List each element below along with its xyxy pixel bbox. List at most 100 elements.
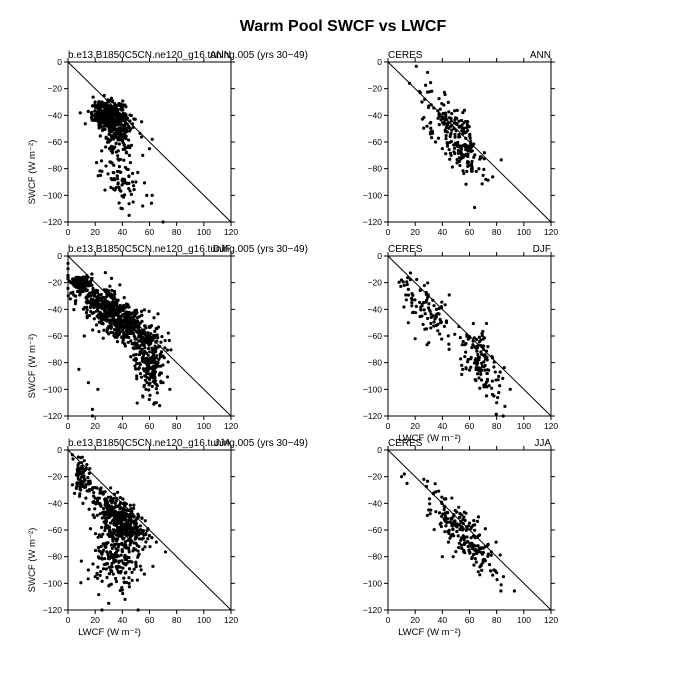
- scatter-point: [460, 546, 464, 550]
- scatter-point: [453, 135, 457, 139]
- scatter-point: [453, 118, 457, 122]
- scatter-point: [86, 568, 90, 572]
- scatter-point: [95, 289, 100, 293]
- scatter-point: [455, 523, 459, 528]
- scatter-point: [110, 161, 114, 165]
- scatter-point: [155, 354, 159, 358]
- scatter-point: [74, 486, 78, 491]
- scatter-point: [115, 496, 119, 501]
- scatter-point: [147, 388, 151, 392]
- scatter-point: [78, 280, 82, 284]
- x-tick-label: 60: [145, 227, 155, 237]
- scatter-point: [152, 316, 156, 320]
- scatter-point: [436, 116, 440, 120]
- scatter-point: [122, 528, 127, 532]
- x-tick-label: 80: [492, 421, 502, 431]
- scatter-point: [429, 136, 434, 140]
- scatter-point: [90, 290, 94, 295]
- scatter-point: [121, 132, 126, 136]
- scatter-point: [89, 297, 93, 301]
- y-tick-label: −40: [368, 498, 383, 508]
- scatter-point: [477, 376, 481, 380]
- scatter-point: [87, 471, 91, 476]
- scatter-point: [111, 330, 115, 335]
- scatter-point: [115, 566, 119, 570]
- x-tick-label: 100: [517, 615, 531, 625]
- scatter-point: [66, 294, 70, 298]
- y-tick-label: 0: [57, 251, 62, 261]
- scatter-point: [138, 334, 143, 338]
- scatter-point: [130, 315, 134, 319]
- scatter-point: [115, 340, 120, 344]
- scatter-point: [117, 570, 121, 574]
- scatter-point: [105, 140, 110, 144]
- scatter-point: [501, 376, 505, 380]
- scatter-point: [141, 204, 145, 208]
- scatter-point: [89, 309, 93, 314]
- y-axis-title: SWCF (W m⁻²): [27, 528, 38, 593]
- scatter-point: [477, 340, 482, 344]
- scatter-point: [92, 305, 96, 310]
- scatter-point: [126, 326, 130, 330]
- scatter-point: [116, 157, 120, 161]
- scatter-point: [109, 109, 113, 113]
- scatter-point: [94, 160, 99, 165]
- scatter-point: [122, 331, 126, 335]
- scatter-point: [496, 395, 500, 400]
- scatter-point: [101, 567, 106, 571]
- scatter-point: [138, 371, 143, 376]
- x-tick-label: 100: [197, 615, 211, 625]
- scatter-point: [141, 328, 146, 332]
- scatter-point: [83, 286, 87, 290]
- panel-source-label: CERES: [388, 244, 423, 255]
- scatter-point: [140, 347, 144, 352]
- scatter-point: [163, 346, 167, 350]
- scatter-point: [128, 522, 133, 527]
- scatter-point: [156, 312, 160, 316]
- scatter-point: [414, 64, 418, 68]
- scatter-point: [428, 512, 432, 516]
- scatter-point: [116, 522, 120, 526]
- scatter-point: [117, 528, 122, 533]
- y-tick-label: 0: [377, 251, 382, 261]
- scatter-point: [134, 329, 138, 333]
- y-tick-label: −80: [368, 552, 383, 562]
- scatter-point: [464, 182, 468, 186]
- scatter-point: [463, 145, 467, 149]
- scatter-point: [85, 288, 89, 292]
- scatter-point: [459, 519, 463, 524]
- scatter-point: [109, 96, 114, 100]
- scatter-point: [115, 309, 119, 313]
- scatter-point: [486, 554, 490, 558]
- scatter-point: [85, 308, 89, 312]
- scatter-point: [113, 576, 118, 581]
- scatter-point: [117, 102, 121, 106]
- scatter-point: [111, 297, 115, 301]
- scatter-point: [482, 167, 486, 172]
- scatter-point: [137, 537, 142, 541]
- scatter-point: [425, 298, 429, 302]
- scatter-point: [106, 99, 111, 103]
- scatter-point: [111, 537, 115, 541]
- scatter-point: [155, 360, 159, 364]
- y-tick-label: −60: [48, 525, 63, 535]
- scatter-point: [445, 118, 449, 122]
- scatter-point: [110, 546, 114, 550]
- scatter-point: [408, 278, 412, 282]
- panel-source-label: CERES: [388, 50, 423, 61]
- scatter-point: [111, 572, 115, 576]
- scatter-point: [115, 177, 120, 181]
- scatter-point: [100, 556, 104, 560]
- scatter-point: [476, 352, 480, 357]
- scatter-point: [154, 540, 158, 544]
- panel-season-label: ANN: [210, 50, 231, 61]
- scatter-point: [399, 475, 404, 479]
- scatter-point: [134, 564, 138, 569]
- scatter-point: [474, 560, 478, 564]
- y-tick-label: −40: [48, 498, 63, 508]
- scatter-point: [489, 550, 493, 554]
- scatter-point: [471, 523, 475, 527]
- scatter-point: [453, 519, 457, 523]
- scatter-point: [128, 146, 132, 150]
- scatter-point: [112, 560, 116, 564]
